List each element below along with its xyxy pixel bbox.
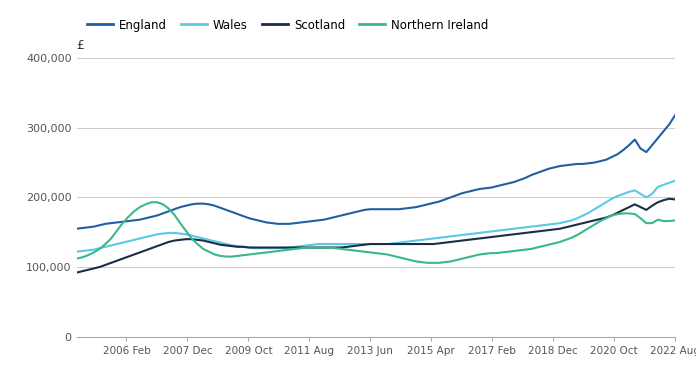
England [504, 181, 512, 186]
Northern Ireland [148, 200, 156, 205]
England [659, 129, 667, 134]
Scotland [153, 244, 161, 248]
Scotland [665, 197, 674, 201]
Legend: England, Wales, Scotland, Northern Ireland: England, Wales, Scotland, Northern Irela… [82, 14, 493, 36]
Northern Ireland [671, 218, 679, 223]
Wales [72, 249, 81, 254]
Wales [504, 227, 512, 232]
England [153, 213, 161, 218]
Wales [78, 249, 86, 253]
Scotland [504, 233, 512, 237]
England [78, 226, 86, 230]
Northern Ireland [423, 260, 432, 265]
Line: Scotland: Scotland [77, 199, 675, 272]
Text: £: £ [77, 39, 84, 53]
England [331, 214, 340, 219]
Wales [671, 178, 679, 183]
Northern Ireland [159, 202, 167, 207]
Northern Ireland [337, 247, 345, 251]
Scotland [72, 270, 81, 275]
Northern Ireland [521, 247, 530, 252]
England [509, 180, 518, 184]
England [72, 226, 81, 231]
Wales [659, 183, 667, 187]
Line: England: England [77, 115, 675, 229]
Scotland [78, 269, 86, 274]
Scotland [331, 245, 340, 250]
Northern Ireland [72, 256, 81, 261]
Scotland [509, 232, 518, 236]
Wales [153, 232, 161, 236]
Wales [331, 242, 340, 247]
Wales [509, 226, 518, 231]
Northern Ireland [78, 255, 86, 260]
Scotland [659, 198, 667, 202]
Line: Wales: Wales [77, 181, 675, 252]
Northern Ireland [308, 245, 317, 250]
Scotland [671, 197, 679, 202]
Line: Northern Ireland: Northern Ireland [77, 202, 675, 263]
England [671, 113, 679, 118]
Northern Ireland [516, 248, 524, 253]
